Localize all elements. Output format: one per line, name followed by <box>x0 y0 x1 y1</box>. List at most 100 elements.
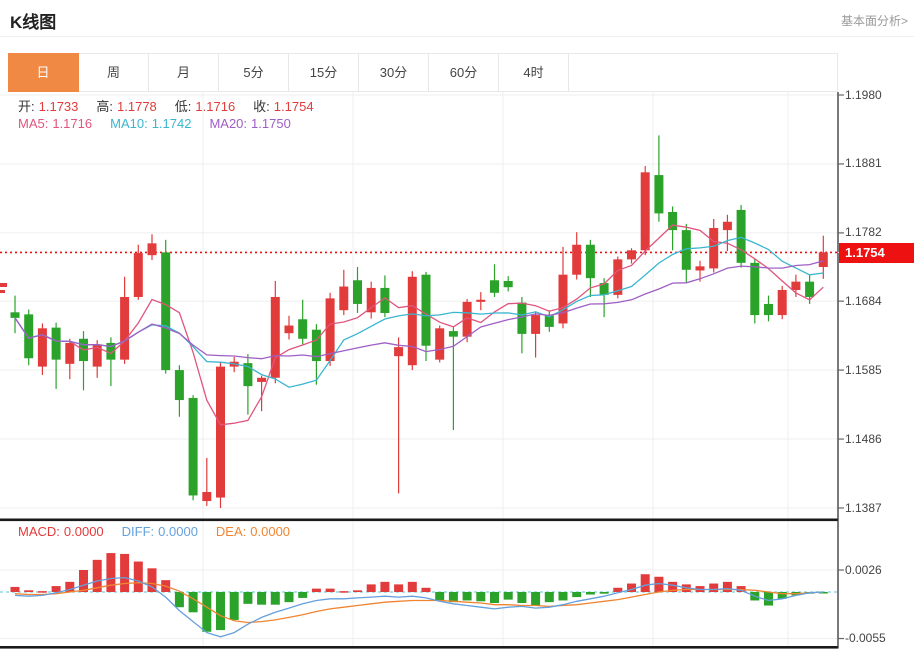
legend-label: MA20: <box>209 116 248 131</box>
macd-hist-bar <box>10 586 20 592</box>
candle <box>270 296 280 378</box>
legend-value: 1.1742 <box>151 116 192 131</box>
macd-hist-bar <box>270 592 280 605</box>
macd-hist-bar <box>654 576 664 592</box>
tab-30分[interactable]: 30分 <box>359 54 429 91</box>
macd-hist-bar <box>722 581 732 592</box>
candle <box>654 175 664 214</box>
current-price-tag: 1.1754 <box>839 243 914 263</box>
price-tick-label: 1.1684 <box>845 293 882 308</box>
candle <box>531 315 541 334</box>
macd-hist-bar <box>106 553 116 592</box>
legend-label: 低: <box>174 99 192 114</box>
candle <box>681 230 691 270</box>
candle <box>216 366 225 498</box>
candle <box>353 280 362 304</box>
macd-hist-bar <box>339 591 349 593</box>
candle <box>257 377 267 382</box>
price-tick-label: 1.1782 <box>845 225 882 240</box>
macd-hist-bar <box>531 592 541 606</box>
macd-tick-label: -0.0055 <box>845 631 886 646</box>
price-tick-label: 1.1585 <box>845 362 882 377</box>
fundamental-analysis-link[interactable]: 基本面分析> <box>840 14 908 28</box>
candle <box>147 243 157 256</box>
macd-hist-bar <box>818 592 828 594</box>
macd-hist-bar <box>298 592 308 598</box>
macd-hist-bar <box>435 592 445 601</box>
legend-label: 高: <box>96 99 114 114</box>
tab-4时[interactable]: 4时 <box>499 54 569 91</box>
panel-divider <box>0 518 838 522</box>
candle <box>490 280 499 293</box>
macd-hist-bar <box>462 592 472 601</box>
macd-hist-bar <box>476 592 486 602</box>
macd-hist-bar <box>79 570 88 592</box>
candle <box>435 328 445 360</box>
candle <box>188 397 198 496</box>
candle <box>750 262 760 316</box>
macd-hist-bar <box>51 586 61 592</box>
macd-hist-bar <box>311 588 321 592</box>
page-title: K线图 <box>10 13 57 32</box>
macd-hist-bar <box>407 581 417 592</box>
macd-hist-bar <box>147 568 157 592</box>
candle <box>24 314 34 359</box>
macd-hist-bar <box>558 592 568 601</box>
candle <box>572 244 582 275</box>
candle <box>627 250 636 260</box>
tab-60分[interactable]: 60分 <box>429 54 499 91</box>
tab-日[interactable]: 日 <box>8 53 79 92</box>
legend-value: 1.1750 <box>251 116 291 131</box>
macd-hist-bar <box>585 592 595 595</box>
macd-hist-bar <box>257 592 267 605</box>
ma20-line <box>14 260 824 360</box>
candle <box>51 327 61 360</box>
macd-hist-bar <box>394 584 404 592</box>
price-tick-label: 1.1980 <box>845 87 882 102</box>
candle <box>366 287 376 313</box>
price-tick-label: 1.1387 <box>845 500 882 515</box>
macd-hist-bar <box>92 559 102 592</box>
tab-bar-filler <box>569 54 837 91</box>
macd-hist-bar <box>572 592 582 598</box>
macd-hist-bar <box>668 581 678 592</box>
macd-legend: MACD: 0.0000 DIFF: 0.0000 DEA: 0.0000 <box>18 524 308 539</box>
legend-label: MACD: <box>18 524 60 539</box>
tab-月[interactable]: 月 <box>149 54 219 91</box>
macd-hist-bar <box>202 592 212 632</box>
macd-tick-label: 0.0026 <box>845 562 882 577</box>
candle <box>599 283 609 295</box>
legend-value: 1.1778 <box>117 99 157 114</box>
candle <box>37 328 47 367</box>
tab-5分[interactable]: 5分 <box>219 54 289 91</box>
macd-hist-bar <box>366 584 376 592</box>
candle <box>243 363 253 387</box>
period-tab-bar: 日周月 5分 15分 30分 60分 4时 <box>8 53 838 92</box>
candle <box>668 212 678 231</box>
ohlc-legend: 开: 1.1733 高: 1.1778 低: 1.1716 收: 1.1754 <box>18 96 332 115</box>
candle <box>764 303 773 316</box>
candle <box>380 287 390 313</box>
candle <box>407 276 417 366</box>
macd-hist-bar <box>777 592 787 599</box>
tab-15分[interactable]: 15分 <box>289 54 359 91</box>
macd-hist-bar <box>380 581 390 592</box>
candle <box>791 281 801 291</box>
macd-hist-bar <box>353 590 362 592</box>
clipped-candle <box>0 290 5 293</box>
candle <box>311 329 321 362</box>
legend-value: 0.0000 <box>250 524 291 539</box>
legend-value: 1.1754 <box>273 99 314 114</box>
candle <box>298 319 308 339</box>
candle <box>736 209 746 263</box>
ma5-line <box>14 224 824 426</box>
candle <box>10 312 20 318</box>
macd-hist-bar <box>120 553 130 592</box>
candle <box>106 342 116 360</box>
tab-周[interactable]: 周 <box>79 54 149 91</box>
macd-hist-bar <box>599 592 609 594</box>
candle <box>174 370 184 401</box>
diff-line <box>14 576 824 638</box>
macd-hist-bar <box>503 592 513 600</box>
